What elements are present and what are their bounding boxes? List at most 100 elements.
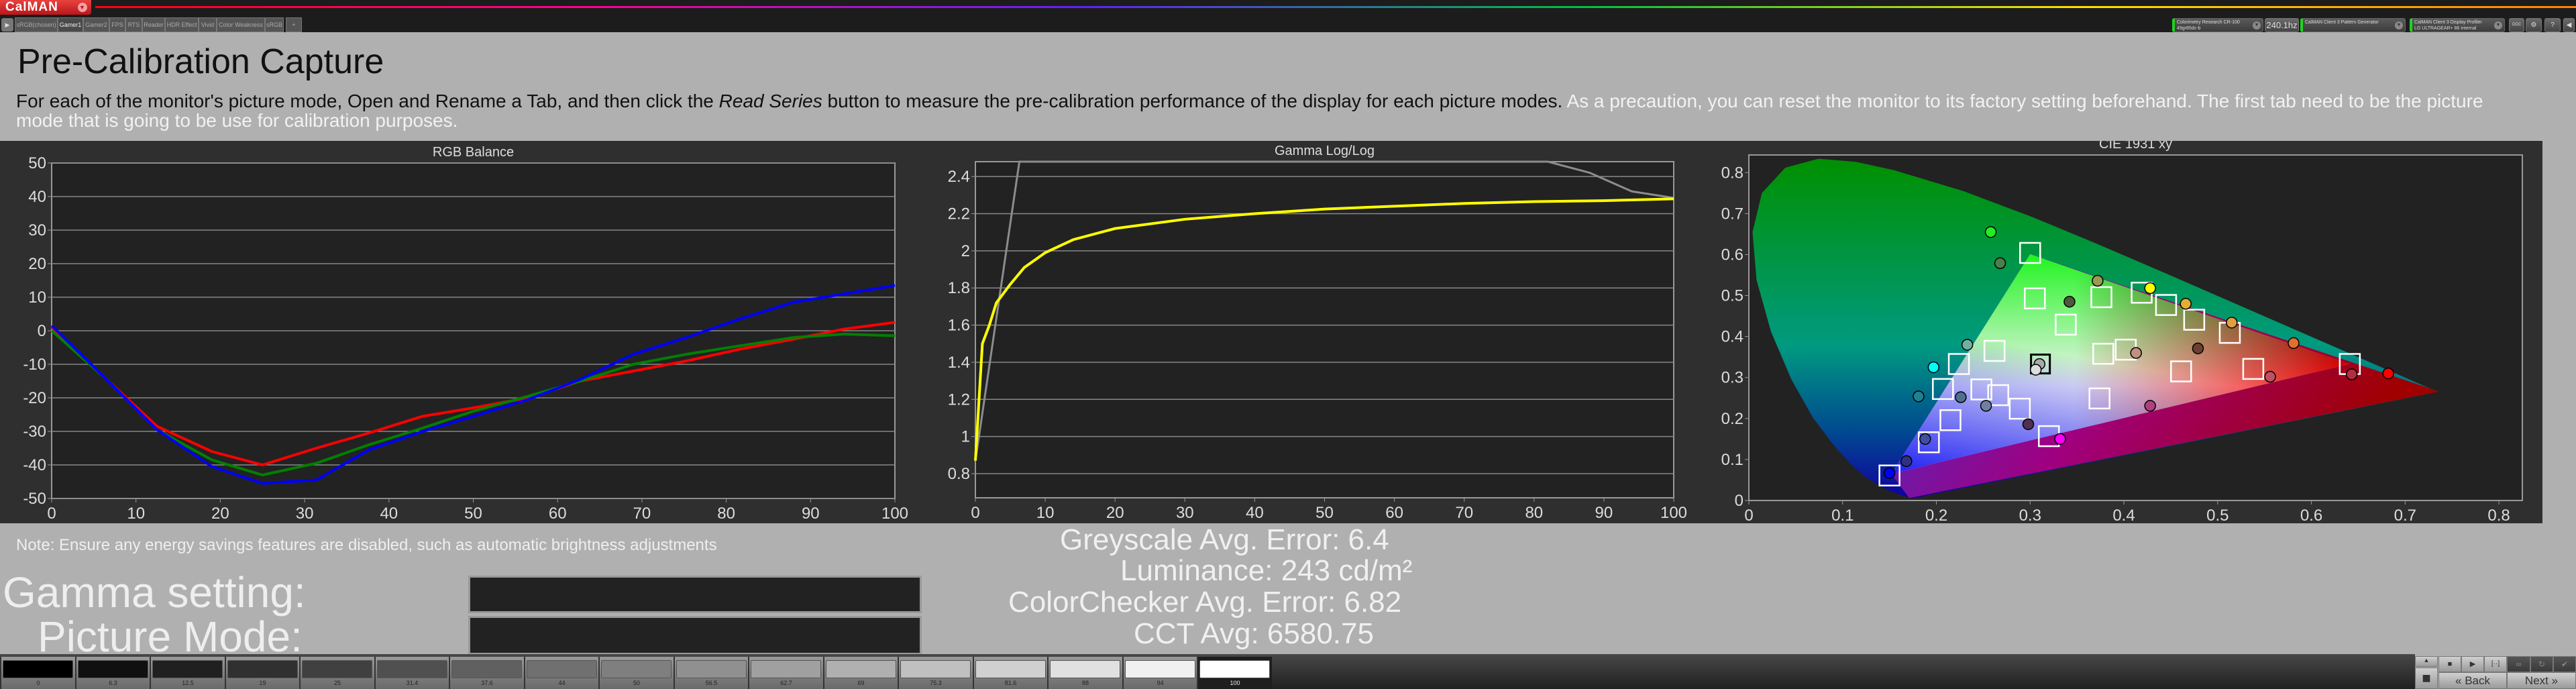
x-tick-label: 90 — [1595, 504, 1613, 522]
check-icon[interactable]: ✔ — [2553, 656, 2576, 672]
play-icon[interactable]: ▶ — [2461, 656, 2484, 672]
gear-icon[interactable]: ⚙ — [2526, 18, 2542, 32]
meter-selector[interactable]: Colorimetry Research CR-100 49gr85dc-b ▼ — [2172, 18, 2263, 32]
patch-swatch — [751, 660, 821, 678]
next-label: Next — [2524, 674, 2548, 687]
add-tab-button[interactable]: + — [286, 17, 302, 32]
stop-icon[interactable]: ■ — [2438, 656, 2461, 672]
series-line-red — [50, 321, 896, 467]
back-label: Back — [2465, 674, 2490, 687]
tab-gamer2[interactable]: Gamer2 — [83, 17, 109, 32]
back-chevron-icon: « — [2455, 674, 2465, 687]
patch-strip: 0 6.3 12.5 19 25 31.4 37.6 44 50 56.5 62.7 69 75.3 81… — [0, 654, 2415, 689]
patch-50[interactable]: 50 — [598, 657, 674, 689]
refresh-rate: 240.1hz — [2265, 18, 2299, 32]
patch-12.5[interactable]: 12.5 — [150, 657, 225, 689]
measured-point — [1913, 390, 1925, 403]
patch-31.4[interactable]: 31.4 — [374, 657, 449, 689]
colorchecker-error: ColorChecker Avg. Error: 6.82 — [1008, 586, 1402, 619]
chart-title: RGB Balance — [433, 145, 514, 160]
display-selector[interactable]: CalMAN Client 3 Display Profiler LG ULTR… — [2410, 18, 2505, 32]
tab-hdr-effect[interactable]: HDR Effect — [165, 17, 199, 32]
display-model: LG ULTRAGEAR+ 86 internal — [2414, 26, 2477, 31]
target-square — [2090, 286, 2112, 309]
y-tick-label: 2.4 — [948, 168, 970, 186]
target-square — [2019, 242, 2041, 264]
x-tick-label: 40 — [1246, 504, 1264, 522]
tab-srgb-chosen-[interactable]: sRGB(chosen) — [15, 17, 58, 32]
white-target-square — [2030, 354, 2051, 375]
patch-label: 81.6 — [1004, 680, 1017, 686]
patch-88[interactable]: 88 — [1047, 657, 1122, 689]
patch-6.3[interactable]: 6.3 — [74, 657, 150, 689]
tab-rts[interactable]: RTS — [125, 17, 142, 32]
x-tick-label: 0.4 — [2112, 507, 2135, 523]
measured-point — [2288, 337, 2300, 350]
x-tick-label: 100 — [881, 505, 908, 523]
patch-69[interactable]: 69 — [822, 657, 898, 689]
measured-point — [2029, 364, 2042, 376]
page-title: Pre-Calibration Capture — [17, 42, 384, 81]
target-square — [2170, 360, 2192, 382]
x-tick-label: 60 — [549, 505, 567, 523]
patch-label: 31.4 — [406, 680, 419, 686]
measured-point — [1994, 257, 2006, 270]
y-tick-label: 0.1 — [1721, 451, 1743, 469]
x-tick-label: 90 — [802, 505, 820, 523]
intro-text: For each of the monitor's picture mode, … — [16, 91, 719, 111]
patch-56.5[interactable]: 56.5 — [673, 657, 749, 689]
energy-note: Note: Ensure any energy savings features… — [16, 536, 717, 554]
scroll-up-icon[interactable]: ▲ — [2415, 656, 2438, 667]
patch-swatch — [975, 660, 1046, 678]
calman-logo-menu[interactable]: CalMAN ▼ — [0, 0, 91, 15]
intro-text: button to measure the pre-calibration pe… — [822, 91, 1563, 111]
stop-square-icon[interactable]: ■ — [2415, 668, 2438, 689]
patch-swatch — [77, 660, 148, 678]
x-tick-label: 20 — [1106, 504, 1124, 522]
tab-vivid[interactable]: Vivid — [199, 17, 217, 32]
patch-94[interactable]: 94 — [1122, 657, 1197, 689]
measured-point — [1919, 433, 1931, 445]
x-tick-label: 70 — [633, 505, 651, 523]
tab-srgb[interactable]: sRGB — [265, 17, 284, 32]
patch-37.6[interactable]: 37.6 — [449, 657, 524, 689]
tab-color-weakness[interactable]: Color Weakness — [217, 17, 265, 32]
pattern-generator-selector[interactable]: CalMAN Client 3 Pattern Generator ▼ — [2300, 18, 2406, 32]
patch-100[interactable]: 100 — [1197, 657, 1272, 689]
refresh-icon[interactable]: ↻ — [2530, 656, 2553, 672]
measured-point — [2092, 274, 2104, 287]
patch-25[interactable]: 25 — [299, 657, 374, 689]
patch-0[interactable]: 0 — [0, 657, 75, 689]
patch-label: 6.3 — [109, 680, 117, 686]
patch-81.6[interactable]: 81.6 — [972, 657, 1048, 689]
loop-icon[interactable]: ∞ — [2507, 656, 2530, 672]
play-icon[interactable]: ▶ — [1, 18, 13, 32]
fit-icon[interactable]: [··] — [2484, 656, 2507, 672]
patch-swatch — [302, 660, 372, 678]
tab-fps[interactable]: FPS — [109, 17, 125, 32]
meter-name: Colorimetry Research CR-100 — [2177, 20, 2240, 25]
tab-reader[interactable]: Reader — [142, 17, 165, 32]
patch-19[interactable]: 19 — [224, 657, 300, 689]
patch-62.7[interactable]: 62.7 — [748, 657, 823, 689]
gamma-setting-field[interactable] — [468, 576, 922, 613]
target-square — [2155, 294, 2178, 316]
ddc-button[interactable]: DDC — [2509, 18, 2524, 32]
back-button[interactable]: « Back — [2438, 672, 2507, 689]
patch-label: 56.5 — [705, 680, 718, 686]
patch-label: 12.5 — [182, 680, 194, 686]
target-square — [1983, 339, 2006, 362]
patch-75.3[interactable]: 75.3 — [898, 657, 973, 689]
next-button[interactable]: Next » — [2507, 672, 2576, 689]
measured-point — [2345, 368, 2358, 380]
patch-swatch — [1050, 660, 1120, 678]
picture-mode-field[interactable] — [468, 616, 922, 655]
instructions: For each of the monitor's picture mode, … — [16, 91, 2498, 130]
collapse-icon[interactable]: ◀ — [2563, 18, 2575, 32]
x-tick-label: 0.8 — [2487, 507, 2510, 523]
tab-gamer1[interactable]: Gamer1 — [58, 17, 83, 32]
target-square — [1987, 384, 2010, 407]
picture-mode-label: Picture Mode: — [38, 613, 303, 661]
help-button[interactable]: ? — [2544, 18, 2561, 32]
patch-44[interactable]: 44 — [523, 657, 599, 689]
